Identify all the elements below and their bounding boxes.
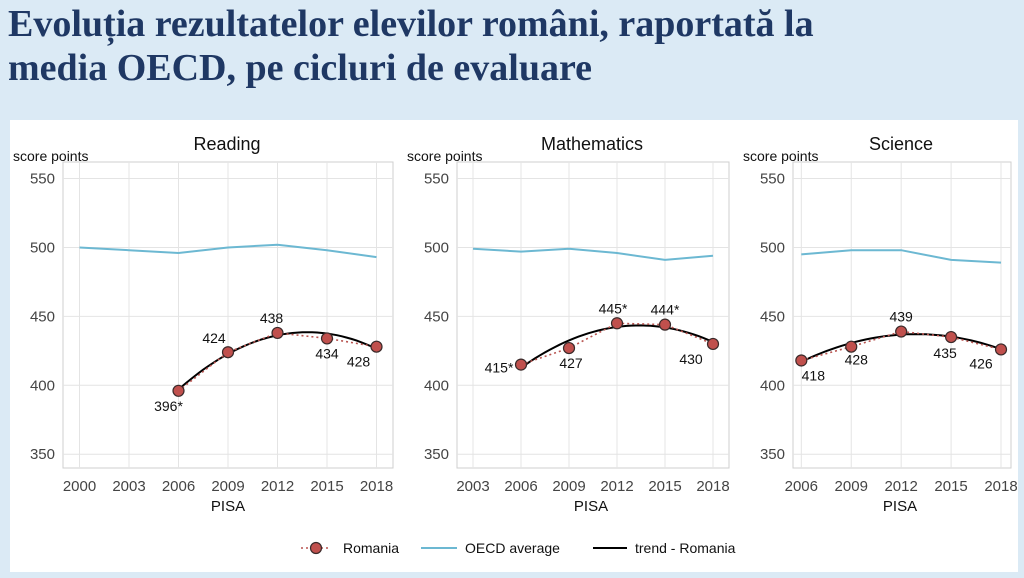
x-tick-label: 2018	[360, 478, 393, 495]
y-axis-label: score points	[743, 148, 818, 164]
romania-point	[370, 340, 383, 353]
y-tick-label: 400	[30, 377, 55, 394]
romania-data-label: 427	[559, 355, 583, 371]
romania-point	[562, 341, 576, 355]
chart-panel: 350 400 450 500 550 2000 2003 2006 2009 2012 2015 2…	[10, 120, 1018, 572]
romania-data-label: 430	[679, 351, 703, 367]
romania-data-label: 396*	[154, 398, 183, 414]
romania-data-label: 435	[933, 345, 957, 361]
romania-data-label: 428	[347, 354, 371, 370]
x-tick-label: 2006	[785, 478, 818, 495]
legend-oecd-label: OECD average	[465, 540, 560, 556]
y-tick-label: 350	[30, 446, 55, 463]
x-tick-label: 2003	[456, 478, 489, 495]
romania-data-label: 439	[889, 309, 913, 325]
romania-point	[994, 343, 1008, 356]
romania-data-label: 438	[260, 310, 284, 326]
romania-data-label: 418	[802, 367, 826, 383]
y-tick-label: 400	[424, 377, 449, 394]
x-tick-label: 2012	[884, 478, 917, 495]
romania-point	[271, 326, 284, 340]
y-tick-label: 450	[760, 308, 785, 325]
slide-title: Evoluția rezultatelor elevilor români, r…	[8, 2, 1018, 90]
y-tick-label: 450	[424, 308, 449, 325]
x-tick-label: 2015	[310, 478, 343, 495]
romania-data-label: 445*	[599, 300, 628, 316]
romania-point	[845, 340, 858, 353]
x-tick-label: 2009	[835, 478, 868, 495]
romania-data-label: 428	[845, 352, 869, 368]
y-tick-label: 400	[760, 377, 785, 394]
romania-data-label: 434	[315, 345, 339, 361]
x-axis-label: PISA	[883, 498, 917, 515]
romania-data-label: 424	[202, 330, 226, 346]
chart-title: Science	[869, 134, 933, 154]
romania-point	[172, 384, 185, 397]
chart-title: Mathematics	[541, 134, 643, 154]
romania-data-label: 426	[969, 355, 993, 371]
chart-title: Reading	[193, 134, 260, 154]
plot-frame	[456, 161, 730, 469]
x-tick-label: 2012	[600, 478, 633, 495]
romania-point	[610, 317, 624, 330]
x-tick-label: 2003	[112, 478, 145, 495]
romania-point	[895, 325, 908, 338]
legend-romania-label: Romania	[343, 540, 399, 556]
romania-point	[514, 358, 528, 371]
y-axis-label: score points	[407, 148, 482, 164]
y-tick-label: 350	[760, 446, 785, 463]
y-tick-label: 450	[30, 308, 55, 325]
romania-point	[221, 346, 235, 359]
y-tick-label: 500	[760, 239, 785, 256]
romania-point	[944, 330, 958, 344]
oecd-average-line	[801, 249, 1002, 264]
x-tick-label: 2000	[63, 478, 96, 495]
romania-data-label: 415*	[485, 360, 514, 376]
x-tick-label: 2006	[504, 478, 537, 495]
y-tick-label: 550	[760, 171, 785, 188]
charts-svg: 350 400 450 500 550 2000 2003 2006 2009 2012 2015 2…	[13, 134, 1018, 556]
romania-data-label: 444*	[651, 302, 680, 318]
romania-line	[520, 322, 714, 366]
romania-point	[706, 337, 720, 351]
x-tick-label: 2018	[984, 478, 1017, 495]
slide-title-line-1: Evoluția rezultatelor elevilor români, r…	[8, 3, 814, 45]
y-tick-label: 500	[424, 239, 449, 256]
oecd-average-line	[472, 247, 714, 261]
legend-romania-marker	[309, 541, 323, 555]
plot-frame	[792, 161, 1012, 469]
y-tick-label: 350	[424, 446, 449, 463]
romania-point	[320, 332, 334, 345]
x-tick-label: 2009	[211, 478, 244, 495]
romania-line	[801, 330, 1002, 362]
y-tick-label: 550	[30, 171, 55, 188]
y-tick-label: 500	[30, 239, 55, 256]
romania-point	[658, 318, 672, 331]
x-axis-label: PISA	[211, 498, 245, 515]
x-tick-label: 2015	[934, 478, 967, 495]
x-tick-label: 2015	[648, 478, 681, 495]
oecd-average-line	[79, 243, 377, 259]
slide-title-line-2: media OECD, pe cicluri de evaluare	[8, 47, 593, 89]
x-tick-label: 2009	[552, 478, 585, 495]
x-axis-label: PISA	[574, 498, 608, 515]
legend-trend-label: trend - Romania	[635, 540, 736, 556]
x-tick-label: 2006	[162, 478, 195, 495]
y-tick-label: 550	[424, 171, 449, 188]
romania-point	[795, 354, 808, 367]
x-tick-label: 2012	[261, 478, 294, 495]
x-tick-label: 2018	[696, 478, 729, 495]
y-axis-label: score points	[13, 148, 88, 164]
